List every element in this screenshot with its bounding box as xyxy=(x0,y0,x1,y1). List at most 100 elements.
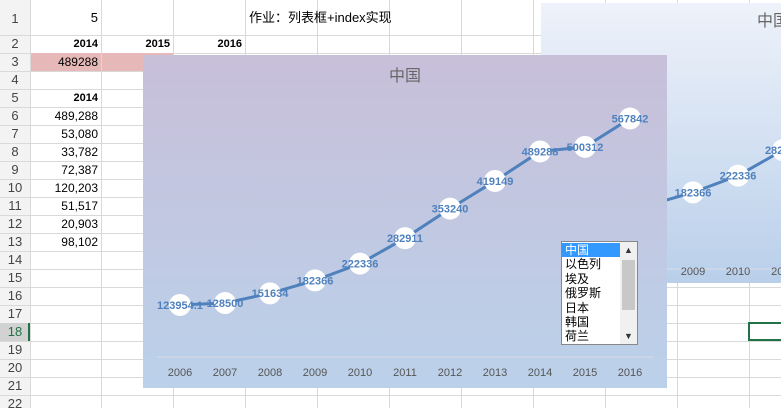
cell: 2015 xyxy=(145,38,170,50)
cell: 489288 xyxy=(31,53,101,71)
cell: 2016 xyxy=(217,38,242,50)
row-number: 11 xyxy=(8,198,22,213)
row-number: 1 xyxy=(11,11,19,26)
point-marker xyxy=(529,140,551,163)
point-marker xyxy=(394,227,416,250)
listbox-item[interactable]: 荷兰 xyxy=(565,329,590,344)
point-marker xyxy=(772,139,781,161)
data-label: 353240 xyxy=(432,204,469,216)
data-label: 282911 xyxy=(387,233,423,245)
x-tick-label: 2013 xyxy=(483,367,507,379)
data-label: 123954.1 xyxy=(157,300,203,312)
listbox-item[interactable]: 日本 xyxy=(565,300,590,315)
x-tick-label: 2006 xyxy=(168,367,192,379)
row-number: 19 xyxy=(7,342,23,357)
listbox-item[interactable]: 中国 xyxy=(562,243,620,258)
data-label: 567842 xyxy=(612,113,649,125)
cell: 51,517 xyxy=(61,199,98,213)
chart-plot: 中国 2006 2007 2008 2009 2010 2011 2012 2013 2014 20… xyxy=(157,67,653,379)
cell: 20,903 xyxy=(61,217,98,231)
row-number: 10 xyxy=(7,180,23,195)
point-marker xyxy=(259,282,281,305)
row-number: 16 xyxy=(7,288,23,303)
row-number: 13 xyxy=(7,234,23,249)
x-tick-label: 2016 xyxy=(618,367,642,379)
data-label: 419149 xyxy=(477,176,514,188)
scroll-up[interactable]: ▲ xyxy=(624,245,633,255)
cell: 98,102 xyxy=(61,235,98,249)
grid-line xyxy=(30,0,31,408)
cell: 53,080 xyxy=(61,127,98,141)
row-number: 9 xyxy=(11,162,19,177)
x-tick-label: 2011 xyxy=(771,266,781,278)
listbox-item[interactable]: 韩国 xyxy=(565,314,590,329)
row-header-selected xyxy=(0,323,30,341)
listbox-item[interactable]: 以色列 xyxy=(565,257,602,272)
point-marker xyxy=(682,181,704,204)
row-number: 2 xyxy=(11,36,19,51)
row-number: 14 xyxy=(7,252,23,267)
x-tick-label: 2009 xyxy=(681,266,705,278)
chart-title: 中国 xyxy=(757,12,781,30)
listbox-item[interactable]: 埃及 xyxy=(565,271,590,286)
data-label: 182366 xyxy=(675,187,712,199)
point-marker xyxy=(304,269,326,292)
point-marker xyxy=(727,164,749,187)
x-tick-label: 2011 xyxy=(393,367,417,379)
scroll-thumb[interactable] xyxy=(622,260,635,310)
point-marker xyxy=(574,135,596,158)
x-tick-label: 2009 xyxy=(303,367,327,379)
point-marker xyxy=(484,169,506,192)
row-number: 12 xyxy=(7,216,23,231)
point-marker xyxy=(349,252,371,275)
grid-line xyxy=(0,395,781,396)
listbox[interactable]: 中国 以色列 埃及 俄罗斯 日本 韩国 荷兰 ▲ ▼ xyxy=(561,241,638,345)
cell: 5 xyxy=(90,10,98,25)
row-number: 8 xyxy=(11,144,19,159)
cell: 作业：列表框+index实现 xyxy=(249,10,392,25)
data-label: 128500 xyxy=(207,298,244,310)
point-marker xyxy=(214,292,236,315)
x-tick-label: 2007 xyxy=(213,367,237,379)
cell: 72,387 xyxy=(61,163,98,177)
data-label: 182366 xyxy=(297,275,334,287)
data-label: 282911 xyxy=(765,145,781,157)
selected-cell[interactable] xyxy=(748,322,781,341)
chart: 中国 2006 2007 2008 2009 2010 2011 2012 2013 2014 20… xyxy=(143,55,667,388)
row-number: 15 xyxy=(7,270,23,285)
row-number: 5 xyxy=(11,90,19,105)
x-tick-label: 2008 xyxy=(258,367,282,379)
grid-line xyxy=(101,0,102,408)
data-label: 489288 xyxy=(522,146,559,158)
cell: 33,782 xyxy=(61,145,98,159)
row-number: 20 xyxy=(7,360,23,375)
listbox-item[interactable]: 俄罗斯 xyxy=(565,286,602,301)
x-tick-label: 2012 xyxy=(438,367,462,379)
row-number: 18 xyxy=(7,324,23,339)
row-number: 22 xyxy=(7,396,23,408)
x-tick-label: 2015 xyxy=(573,367,597,379)
data-label: 222336 xyxy=(342,259,379,271)
cell: 2014 xyxy=(73,92,98,104)
row-number: 21 xyxy=(7,378,23,393)
row-number: 3 xyxy=(11,54,19,69)
row-number: 17 xyxy=(7,306,23,321)
cell: 120,203 xyxy=(54,181,98,195)
grid-line xyxy=(0,53,781,54)
data-label: 151634 xyxy=(252,288,290,300)
chart-title: 中国 xyxy=(389,67,421,85)
grid-line xyxy=(0,35,781,36)
data-label: 500312 xyxy=(567,142,604,154)
scrollbar[interactable]: ▲ ▼ xyxy=(620,242,637,344)
data-label: 222336 xyxy=(720,171,757,183)
x-tick-label: 2010 xyxy=(726,266,750,278)
row-number: 6 xyxy=(11,108,19,123)
cell: 489,288 xyxy=(54,109,98,123)
point-marker xyxy=(439,197,461,220)
scroll-down[interactable]: ▼ xyxy=(624,331,633,341)
x-tick-label: 2014 xyxy=(528,367,552,379)
point-marker xyxy=(619,107,641,130)
row-number: 4 xyxy=(11,72,19,87)
x-tick-label: 2010 xyxy=(348,367,372,379)
